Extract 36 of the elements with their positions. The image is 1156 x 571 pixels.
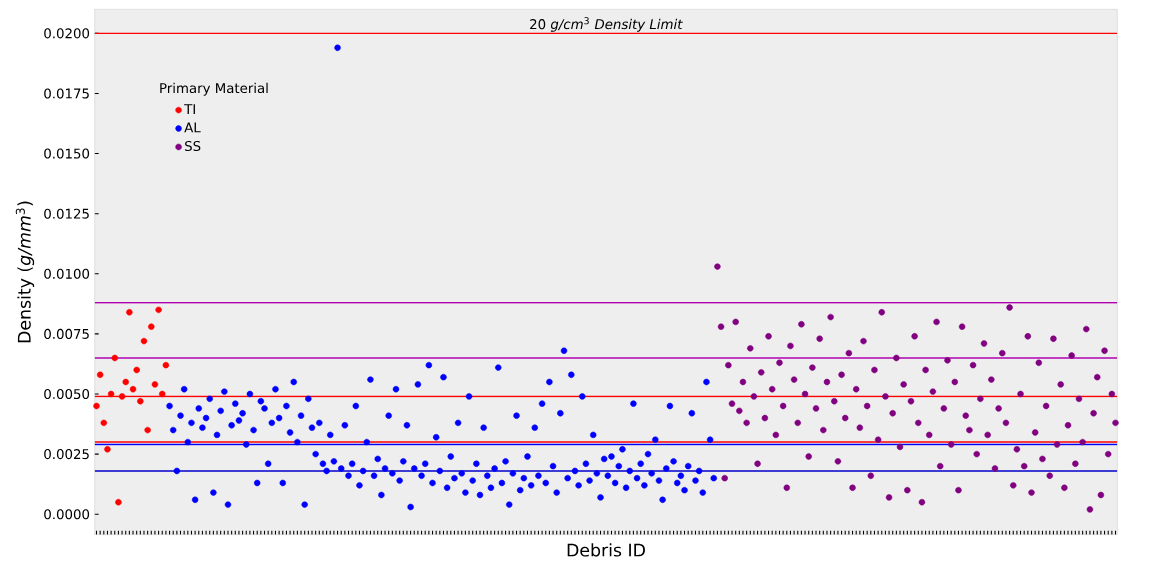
ref-line-label: 20 g/cm$^{3}$ Density Limit [530,17,683,32]
y-tick-label: 0.0175 [44,88,89,99]
legend-label: AL [184,122,201,133]
point [100,419,108,427]
y-tick-label: 0.0100 [44,268,90,280]
y-tick-label: 0.0025 [44,449,89,460]
point [129,386,137,393]
y-tick-label: 0.0200 [44,28,90,39]
y-tick-label: 0.0150 [44,148,90,159]
x-axis-title: Debris ID [567,543,645,557]
point [140,338,148,345]
point [159,390,166,398]
y-axis-title: Density (g/mm$^{3}$) [15,201,35,343]
legend-label: TI [184,104,195,115]
point [155,306,162,314]
y-tick-label: 0.0000 [44,509,90,520]
point [118,393,126,400]
point [144,427,151,434]
point [162,362,170,369]
point [104,446,111,453]
y-tick-label: 0.0050 [44,389,90,400]
point [96,371,104,379]
point [126,309,133,316]
point [93,403,100,410]
legend-title: Primary Material [160,82,268,96]
point [151,381,159,388]
point [133,366,140,374]
point [137,398,144,405]
point [115,499,122,506]
point [148,323,155,331]
y-tick-label: 0.0125 [44,208,89,219]
point [111,354,118,362]
point [122,378,129,386]
legend-label: SS [185,141,201,152]
point [107,390,115,398]
y-tick-label: 0.0075 [44,329,89,340]
